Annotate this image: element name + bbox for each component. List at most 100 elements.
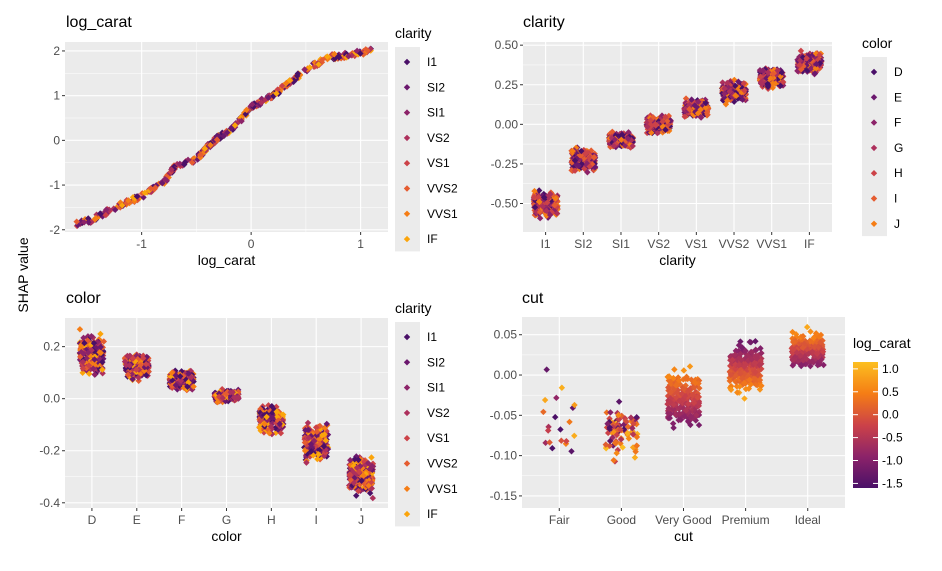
data-point (693, 411, 700, 419)
data-point (754, 371, 761, 379)
data-point (558, 384, 566, 391)
data-point (571, 401, 578, 409)
data-point (816, 60, 824, 67)
data-point (741, 379, 748, 387)
data-point (633, 414, 640, 421)
data-point (86, 370, 93, 377)
data-point (803, 355, 810, 363)
data-point (667, 117, 674, 124)
legend-key-background (395, 322, 420, 527)
data-point (142, 360, 150, 368)
y-tick-label: 0.50 (495, 38, 519, 52)
data-point (403, 210, 411, 217)
colorbar-label: 0.0 (882, 408, 899, 422)
data-point (735, 362, 743, 369)
data-point (615, 398, 623, 405)
data-point (670, 401, 677, 408)
data-point (728, 360, 736, 367)
data-point (808, 52, 816, 59)
data-point (682, 375, 690, 382)
data-point (686, 363, 694, 370)
data-point (624, 429, 631, 437)
data-point (702, 104, 709, 111)
data-point (548, 203, 555, 211)
data-point (587, 147, 595, 154)
data-point (629, 142, 636, 150)
data-point (724, 79, 731, 87)
y-tick-label: -0.05 (490, 408, 518, 422)
data-point (604, 420, 611, 427)
legend-label: J (894, 217, 900, 231)
panel-title: color (66, 290, 101, 307)
data-point (744, 372, 751, 379)
data-point (665, 405, 672, 412)
x-tick-label: SI2 (574, 237, 592, 251)
data-point (553, 203, 561, 211)
data-point (810, 359, 817, 366)
data-point (535, 187, 543, 194)
legend-entry: G (870, 141, 903, 155)
data-point (586, 154, 593, 161)
data-point (754, 355, 762, 363)
data-point (578, 147, 585, 155)
data-point (403, 510, 411, 518)
data-point (614, 446, 621, 454)
data-point (278, 82, 286, 89)
data-point (817, 331, 825, 339)
legend-label: VVS1 (427, 482, 458, 496)
data-point (632, 448, 639, 455)
legend-entry: I (870, 192, 897, 206)
legend-label: H (894, 166, 903, 180)
x-tick-label: E (133, 513, 141, 527)
data-point (797, 352, 804, 359)
data-point (135, 374, 142, 381)
legend-label: SI2 (427, 355, 445, 369)
data-point (732, 365, 739, 373)
data-point (535, 193, 542, 201)
data-point (654, 129, 661, 137)
data-point (791, 347, 798, 354)
data-point (686, 105, 693, 113)
data-point (76, 326, 84, 333)
data-point (273, 90, 280, 97)
data-point (118, 202, 126, 209)
data-point (694, 104, 702, 112)
data-point (617, 426, 624, 433)
data-point (805, 350, 812, 357)
data-point (541, 396, 549, 404)
data-point (543, 207, 550, 215)
data-point (610, 142, 618, 150)
data-point (403, 235, 411, 243)
data-point (257, 417, 264, 425)
data-point (738, 356, 745, 364)
data-point (764, 69, 772, 76)
data-point (665, 384, 672, 391)
data-point (611, 136, 618, 143)
data-point (736, 383, 743, 390)
data-point (659, 123, 667, 131)
panel-title: log_carat (66, 14, 132, 31)
data-point (731, 351, 739, 358)
data-point (695, 421, 703, 429)
data-point (403, 409, 411, 417)
data-point (250, 103, 257, 111)
y-tick-label: 1 (53, 89, 60, 103)
data-point (544, 199, 551, 206)
data-point (90, 339, 98, 347)
data-point (692, 395, 699, 403)
data-point (752, 381, 760, 388)
data-point (613, 449, 620, 457)
data-point (551, 202, 558, 209)
data-point (820, 361, 827, 369)
data-point (286, 77, 293, 84)
data-point (721, 85, 728, 92)
data-point (633, 421, 640, 428)
data-point (581, 155, 589, 163)
data-point (807, 362, 814, 370)
data-point (88, 333, 95, 340)
data-point (736, 365, 743, 373)
legend-entry: SI2 (403, 80, 445, 94)
data-point (806, 338, 814, 345)
data-point (817, 339, 824, 346)
data-point (691, 102, 698, 109)
